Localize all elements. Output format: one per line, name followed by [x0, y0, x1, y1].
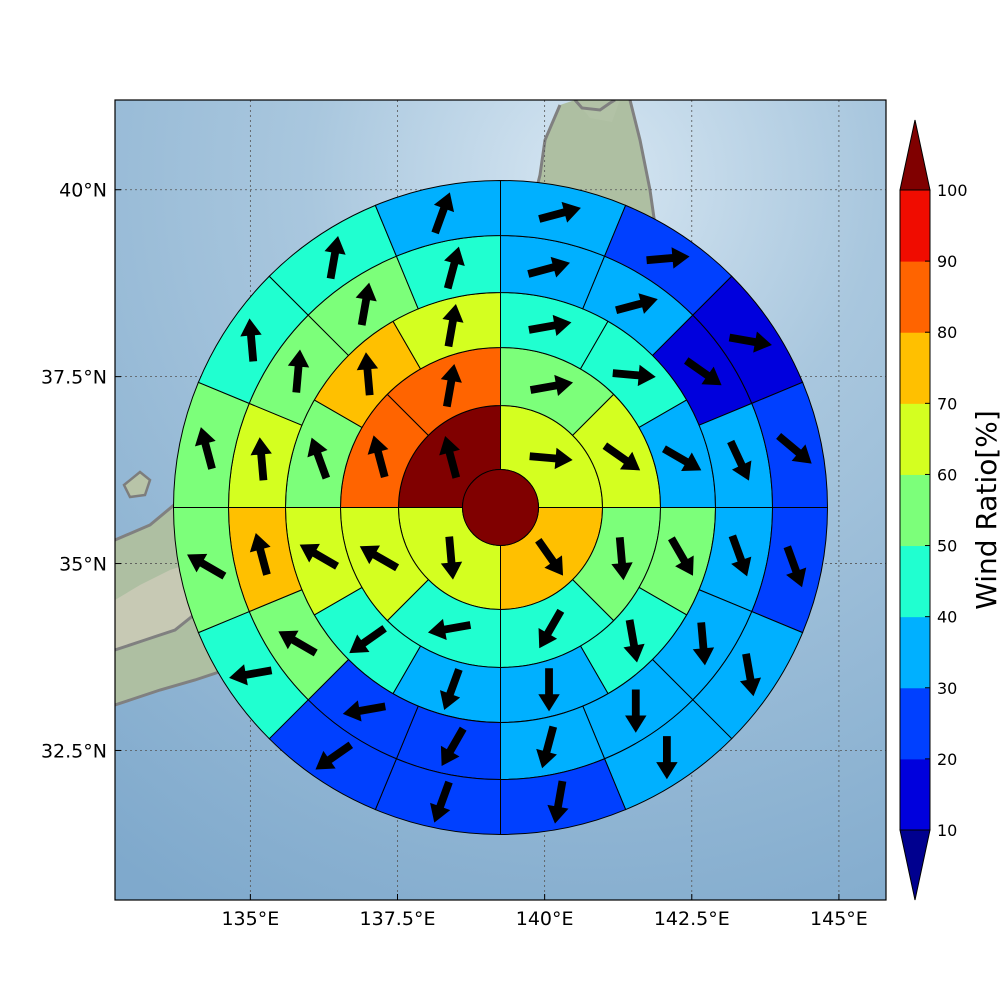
colorbar-segment — [900, 403, 930, 475]
x-tick-label: 142.5°E — [654, 908, 730, 930]
wind-arrow — [427, 618, 472, 641]
wind-arrow — [536, 725, 558, 769]
colorbar: 10 20 30 40 50 60 70 80 90 100 Wind Ratio[%] — [899, 119, 1000, 901]
wind-arrow — [776, 432, 812, 464]
colorbar-tick-label: 90 — [937, 252, 957, 271]
wind-arrow — [249, 533, 271, 576]
wind-arrow — [431, 192, 455, 235]
wind-arrow — [623, 619, 645, 663]
x-tick-label: 135°E — [221, 908, 279, 930]
colorbar-segment — [900, 261, 930, 333]
wind-arrow — [538, 201, 581, 223]
y-tick-label: 40°N — [59, 180, 107, 202]
wind-arrow — [440, 536, 463, 580]
colorbar-tick-label: 50 — [937, 537, 957, 556]
colorbar-frame — [899, 189, 931, 831]
wind-arrow — [355, 282, 377, 326]
wind-arrow — [728, 331, 772, 353]
colorbar-tick-label: 20 — [937, 750, 957, 769]
colorbar-tick-label: 40 — [937, 608, 957, 627]
wind-arrow — [342, 700, 386, 722]
colorbar-segment — [900, 687, 930, 760]
colorbar-extend-max — [899, 119, 931, 191]
wind-arrow — [349, 625, 387, 654]
colorbar-segment — [900, 474, 930, 547]
x-axis: 135°E 137.5°E 140°E 142.5°E 145°E — [221, 894, 868, 930]
wind-arrow — [440, 364, 462, 408]
wind-arrow — [299, 543, 340, 570]
y-tick-label: 32.5°N — [41, 740, 107, 762]
colorbar-tick-label: 10 — [937, 821, 957, 840]
colorbar-segment — [900, 616, 930, 689]
x-tick-label: 137.5°E — [360, 908, 436, 930]
wind-arrow — [367, 435, 389, 479]
wind-arrow — [547, 780, 569, 824]
wind-arrow — [187, 553, 227, 580]
colorbar-segment — [900, 545, 930, 618]
wind-arrow — [612, 364, 656, 387]
x-tick-label: 145°E — [810, 908, 868, 930]
wind-arrow — [430, 780, 453, 823]
colorbar-extend-min — [899, 829, 931, 901]
wind-arrow — [356, 352, 379, 396]
wind-arrow — [529, 374, 574, 397]
wind-arrow — [656, 736, 678, 780]
wind-arrow — [287, 349, 310, 393]
wind-arrows — [187, 192, 812, 824]
wind-arrow — [646, 247, 690, 269]
colorbar-tick-label: 70 — [937, 394, 957, 413]
wind-arrow — [615, 293, 658, 315]
wind-arrow — [538, 608, 565, 649]
wind-arrow — [529, 447, 573, 470]
wind-arrow — [661, 445, 702, 472]
wind-arrow — [324, 236, 346, 280]
wind-arrow — [692, 622, 715, 666]
sector-cells — [172, 179, 829, 835]
wind-arrow — [359, 545, 400, 572]
x-tick-label: 140°E — [516, 908, 574, 930]
wind-arrow — [783, 545, 807, 588]
wind-arrow — [278, 630, 318, 657]
wind-arrow — [442, 303, 464, 348]
colorbar-segment — [900, 190, 930, 262]
wind-arrow — [739, 653, 762, 697]
colorbar-tick-label: 30 — [937, 679, 957, 698]
wind-arrow — [527, 256, 570, 278]
wind-arrow — [439, 435, 461, 479]
wind-arrow — [538, 668, 560, 712]
colorbar-segment — [900, 758, 930, 831]
wind-arrow — [443, 246, 465, 290]
wind-arrow — [611, 536, 633, 581]
y-tick-label: 37.5°N — [41, 367, 107, 389]
wind-arrow — [535, 538, 564, 576]
colorbar-tick-label: 60 — [937, 465, 957, 484]
wind-arrow — [528, 314, 572, 336]
wind-arrow — [668, 536, 694, 576]
map-frame — [114, 99, 887, 901]
wind-arrow — [439, 668, 463, 710]
wind-arrow — [240, 318, 262, 362]
wind-arrow — [250, 437, 272, 481]
wind-arrow — [602, 442, 641, 471]
wind-arrow — [194, 427, 216, 470]
colorbar-tick-label: 80 — [937, 323, 957, 342]
colorbar-segment — [900, 332, 930, 404]
wind-arrow — [315, 741, 354, 770]
colorbar-tick-label: 100 — [937, 181, 968, 200]
wind-arrow — [684, 357, 722, 386]
wind-arrow — [625, 689, 647, 733]
wind-arrow — [307, 437, 331, 480]
y-tick-label: 35°N — [59, 554, 107, 576]
wind-arrow — [440, 726, 467, 767]
wind-arrow — [229, 664, 273, 686]
wind-arrow — [728, 534, 752, 577]
center-disk — [462, 468, 539, 546]
wind-arrow — [727, 439, 752, 481]
y-axis: 32.5°N 35°N 37.5°N 40°N — [41, 180, 121, 762]
colorbar-label: Wind Ratio[%] — [970, 410, 1000, 610]
